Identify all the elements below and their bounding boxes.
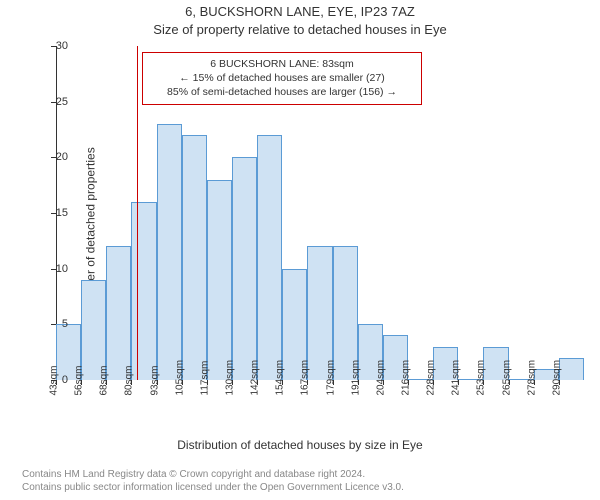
annotation-line: 85% of semi-detached houses are larger (… xyxy=(151,85,413,99)
histogram-bar xyxy=(559,358,584,380)
y-tick-label: 0 xyxy=(38,374,68,386)
histogram-bar xyxy=(106,246,131,380)
attribution-text: Contains HM Land Registry data © Crown c… xyxy=(22,468,590,494)
annotation-box: 6 BUCKSHORN LANE: 83sqm← 15% of detached… xyxy=(142,52,422,105)
histogram-bar xyxy=(232,157,257,380)
attribution-line2: Contains public sector information licen… xyxy=(22,481,590,494)
annotation-line: ← 15% of detached houses are smaller (27… xyxy=(151,71,413,85)
y-tick-label: 5 xyxy=(38,318,68,330)
histogram-bar xyxy=(157,124,182,380)
y-tick-label: 10 xyxy=(38,263,68,275)
histogram-bar xyxy=(207,180,232,380)
y-tick-label: 20 xyxy=(38,151,68,163)
attribution-line1: Contains HM Land Registry data © Crown c… xyxy=(22,468,590,481)
histogram-bar xyxy=(182,135,207,380)
annotation-line: 6 BUCKSHORN LANE: 83sqm xyxy=(151,57,413,71)
y-tick-label: 15 xyxy=(38,207,68,219)
plot-area: 43sqm56sqm68sqm80sqm93sqm105sqm117sqm130… xyxy=(56,46,584,380)
chart-title-line2: Size of property relative to detached ho… xyxy=(0,22,600,37)
x-axis-label: Distribution of detached houses by size … xyxy=(0,438,600,452)
histogram-bar xyxy=(131,202,156,380)
y-tick-label: 25 xyxy=(38,96,68,108)
histogram-bar xyxy=(257,135,282,380)
y-tick-label: 30 xyxy=(38,40,68,52)
chart-title-line1: 6, BUCKSHORN LANE, EYE, IP23 7AZ xyxy=(0,4,600,19)
reference-line xyxy=(137,46,138,380)
